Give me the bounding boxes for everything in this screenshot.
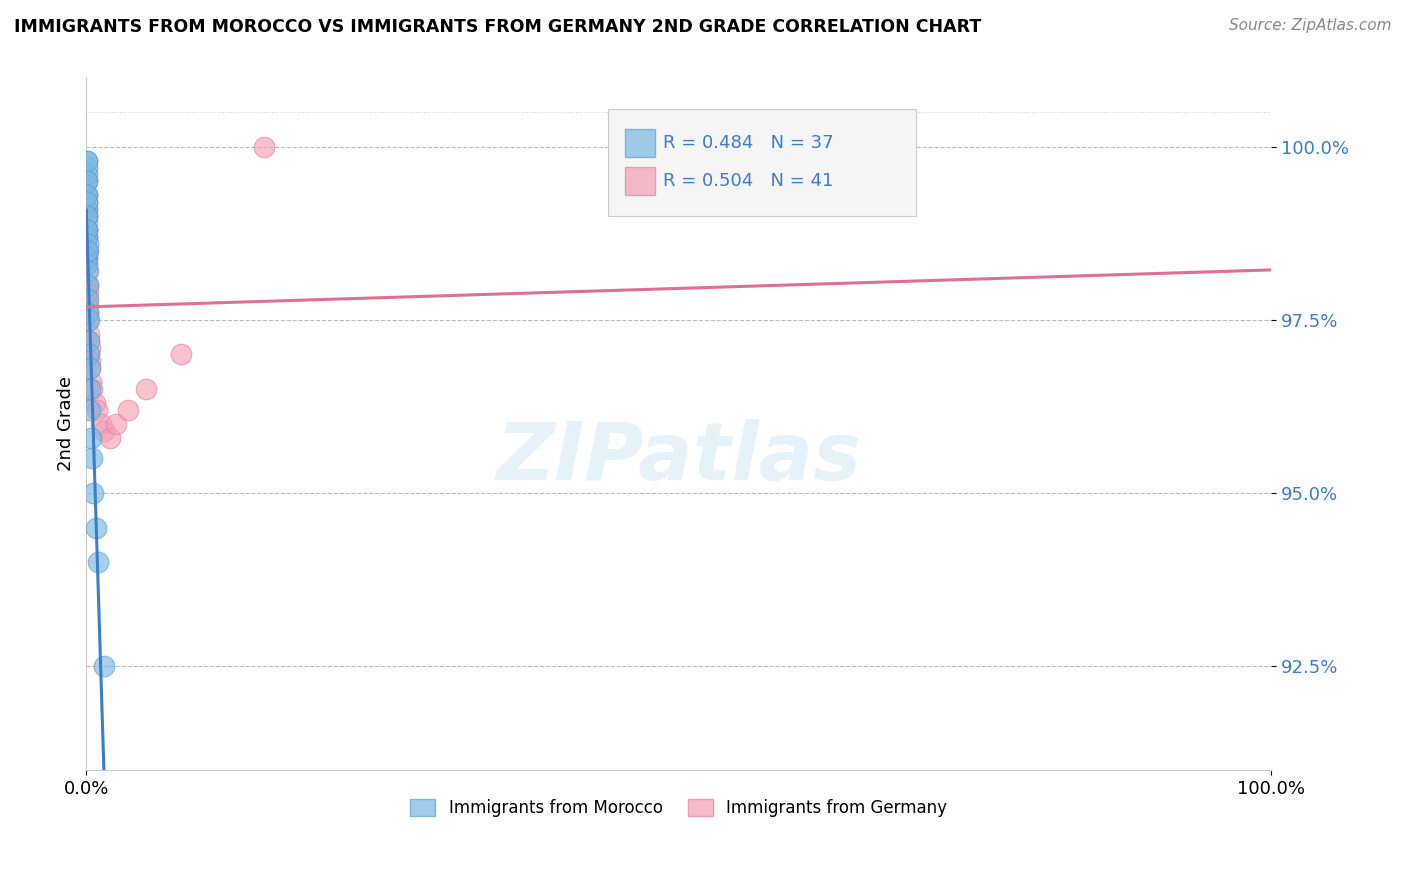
Point: [76, 251, 98, 265]
Point: [104, 417, 127, 431]
Point: [76, 292, 98, 306]
Text: ZIPatlas: ZIPatlas: [496, 419, 862, 498]
Point: [79, 382, 101, 396]
Point: [82, 451, 104, 466]
Point: [89, 417, 111, 431]
Point: [76, 195, 98, 210]
Point: [76, 216, 98, 230]
Point: [76, 209, 98, 223]
Point: [76, 236, 98, 251]
Point: [117, 402, 139, 417]
Point: [76, 278, 98, 293]
Y-axis label: 2nd Grade: 2nd Grade: [58, 376, 75, 471]
Point: [76, 264, 98, 278]
Point: [77, 292, 100, 306]
Point: [76, 264, 98, 278]
Point: [76, 278, 98, 293]
Point: [79, 341, 101, 355]
Point: [76, 229, 98, 244]
Point: [76, 285, 98, 300]
Point: [76, 223, 98, 237]
Point: [76, 202, 98, 216]
Point: [82, 382, 104, 396]
Point: [77, 306, 100, 320]
Text: R = 0.484   N = 37: R = 0.484 N = 37: [664, 134, 834, 153]
Text: R = 0.504   N = 41: R = 0.504 N = 41: [664, 172, 834, 190]
FancyBboxPatch shape: [626, 129, 655, 157]
Point: [80, 375, 103, 389]
Point: [76, 174, 98, 188]
Point: [77, 347, 100, 361]
Point: [77, 326, 100, 341]
Point: [76, 168, 98, 182]
Point: [77, 306, 100, 320]
Point: [98, 431, 121, 445]
FancyBboxPatch shape: [607, 109, 915, 216]
Point: [76, 188, 98, 202]
Point: [76, 257, 98, 271]
Point: [77, 334, 100, 348]
Point: [76, 251, 98, 265]
Point: [77, 313, 100, 327]
Point: [76, 257, 98, 271]
Point: [76, 244, 98, 258]
Point: [79, 361, 101, 376]
Point: [76, 161, 98, 175]
Point: [76, 285, 98, 300]
Point: [77, 347, 100, 361]
Point: [84, 520, 107, 534]
Point: [76, 188, 98, 202]
Text: IMMIGRANTS FROM MOROCCO VS IMMIGRANTS FROM GERMANY 2ND GRADE CORRELATION CHART: IMMIGRANTS FROM MOROCCO VS IMMIGRANTS FR…: [14, 18, 981, 36]
Point: [80, 431, 103, 445]
Point: [135, 382, 157, 396]
Point: [79, 402, 101, 417]
Point: [76, 174, 98, 188]
Point: [76, 153, 98, 168]
Point: [76, 244, 98, 258]
Point: [253, 139, 276, 153]
Point: [87, 555, 110, 569]
Point: [77, 334, 100, 348]
Point: [76, 209, 98, 223]
Point: [77, 278, 100, 293]
Point: [79, 354, 101, 368]
Point: [83, 396, 105, 410]
Point: [76, 223, 98, 237]
FancyBboxPatch shape: [626, 168, 655, 195]
Point: [76, 188, 98, 202]
Point: [76, 299, 98, 313]
Point: [76, 229, 98, 244]
Point: [76, 202, 98, 216]
Point: [86, 402, 108, 417]
Point: [76, 195, 98, 210]
Point: [76, 223, 98, 237]
Text: Source: ZipAtlas.com: Source: ZipAtlas.com: [1229, 18, 1392, 33]
Point: [93, 659, 115, 673]
Point: [76, 229, 98, 244]
Point: [82, 486, 104, 500]
Point: [170, 347, 193, 361]
Point: [76, 244, 98, 258]
Point: [76, 244, 98, 258]
Point: [76, 174, 98, 188]
Point: [76, 153, 98, 168]
Point: [93, 424, 115, 438]
Point: [76, 223, 98, 237]
Point: [79, 361, 101, 376]
Legend: Immigrants from Morocco, Immigrants from Germany: Immigrants from Morocco, Immigrants from…: [404, 792, 953, 824]
Point: [77, 313, 100, 327]
Point: [76, 209, 98, 223]
Point: [76, 209, 98, 223]
